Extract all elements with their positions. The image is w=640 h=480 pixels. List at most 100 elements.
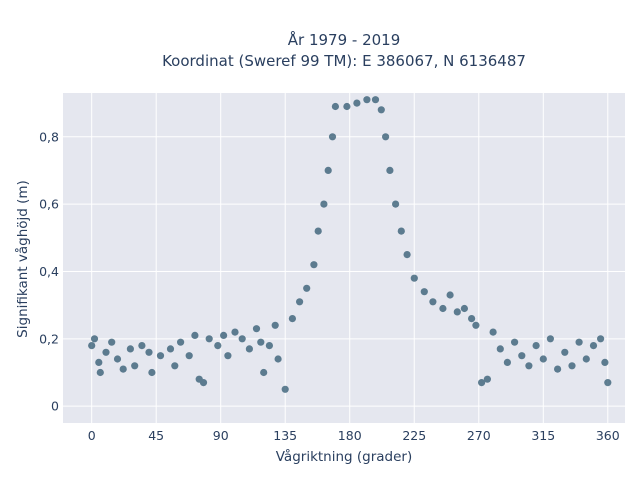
data-point: [252, 325, 261, 333]
data-point: [303, 284, 311, 292]
data-point: [177, 338, 185, 346]
y-axis-title: Signifikant våghöjd (m): [14, 180, 31, 338]
data-point: [377, 106, 385, 114]
data-point: [156, 352, 165, 360]
data-point: [518, 352, 526, 360]
data-point: [331, 102, 339, 111]
data-point: [604, 379, 612, 387]
x-tick-label: 90: [213, 428, 229, 443]
data-point: [483, 375, 491, 383]
data-point: [420, 288, 428, 296]
data-point: [589, 342, 598, 350]
data-point: [260, 368, 268, 377]
data-point: [191, 331, 199, 339]
x-tick-label: 315: [531, 428, 555, 443]
data-point: [460, 304, 468, 313]
data-point: [119, 365, 127, 373]
x-tick-label: 360: [596, 428, 620, 443]
y-tick-label: 0,4: [39, 264, 59, 279]
chart-title-line-1: År 1979 - 2019: [288, 30, 401, 49]
data-point: [353, 99, 361, 107]
data-point: [343, 102, 351, 111]
chart-title-line-2: Koordinat (Sweref 99 TM): E 386067, N 61…: [162, 52, 526, 70]
data-points: [88, 96, 612, 393]
data-point: [328, 133, 337, 141]
data-point: [126, 345, 134, 353]
data-point: [185, 352, 193, 360]
data-point: [281, 385, 289, 393]
data-point: [575, 338, 583, 346]
data-point: [171, 362, 179, 370]
data-point: [274, 355, 282, 363]
data-point: [392, 200, 400, 208]
data-point: [205, 335, 213, 343]
data-point: [288, 315, 296, 323]
data-point: [597, 335, 605, 343]
y-tick-label: 0,6: [39, 197, 59, 212]
data-point: [478, 379, 486, 387]
data-point: [371, 96, 380, 104]
data-point: [554, 365, 562, 373]
data-point: [601, 358, 609, 366]
x-tick-label: 45: [148, 428, 164, 443]
x-tick-label: 225: [402, 428, 426, 443]
data-point: [96, 368, 104, 377]
data-point: [403, 251, 411, 259]
data-point: [88, 342, 96, 350]
data-point: [138, 342, 146, 350]
data-point: [95, 358, 103, 366]
data-point: [220, 331, 228, 339]
data-point: [382, 133, 390, 141]
data-point: [568, 362, 576, 370]
data-point: [489, 328, 497, 336]
data-point: [525, 362, 533, 370]
data-point: [386, 166, 394, 174]
data-point: [429, 298, 437, 306]
x-tick-label: 0: [88, 428, 96, 443]
data-point: [397, 227, 405, 235]
x-axis-title: Vågriktning (grader): [276, 448, 413, 465]
data-point: [446, 291, 454, 299]
data-point: [265, 342, 273, 350]
data-point: [145, 348, 153, 356]
y-tick-label: 0,2: [39, 331, 59, 346]
data-point: [224, 352, 232, 360]
data-point: [238, 335, 246, 343]
data-point: [510, 338, 519, 346]
x-tick-label: 270: [467, 428, 491, 443]
y-tick-label: 0: [51, 399, 59, 414]
y-tick-label: 0,8: [39, 129, 59, 144]
data-point: [113, 355, 122, 363]
data-point: [214, 342, 222, 350]
data-point: [257, 338, 265, 346]
data-point: [546, 335, 555, 343]
data-point: [503, 358, 511, 366]
x-tick-label: 135: [273, 428, 297, 443]
data-point: [539, 355, 547, 363]
data-point: [245, 345, 253, 353]
data-point: [582, 355, 590, 363]
data-point: [496, 345, 504, 353]
data-point: [532, 342, 540, 350]
data-point: [439, 304, 447, 313]
data-point: [108, 338, 116, 346]
data-point: [102, 348, 110, 356]
data-point: [90, 335, 99, 343]
data-point: [468, 315, 476, 323]
data-point: [320, 200, 328, 208]
data-point: [296, 298, 304, 306]
data-point: [410, 274, 418, 282]
data-point: [453, 308, 461, 316]
data-point: [199, 379, 208, 387]
data-point: [472, 321, 480, 329]
data-point: [148, 368, 156, 377]
data-point: [324, 166, 332, 174]
data-point: [561, 348, 569, 356]
data-point: [231, 328, 239, 336]
plot-background: [63, 93, 625, 423]
data-point: [310, 261, 318, 269]
data-point: [166, 345, 175, 353]
data-point: [131, 362, 139, 370]
